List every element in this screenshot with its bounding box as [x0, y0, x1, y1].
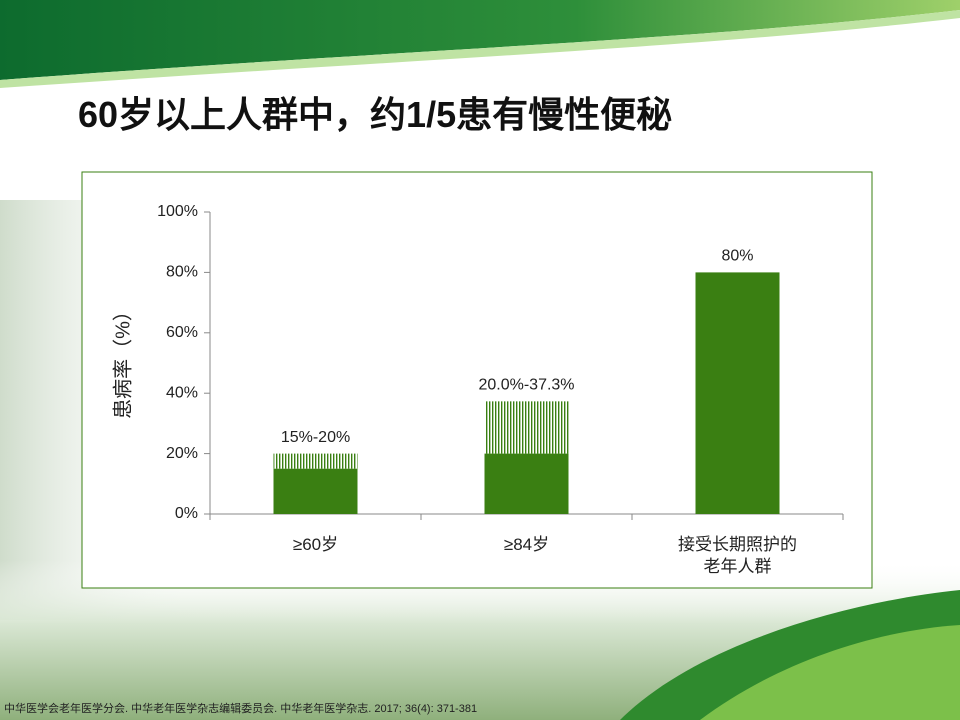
- slide-title: 60岁以上人群中，约1/5患有慢性便秘: [78, 94, 673, 135]
- bar: [484, 453, 569, 514]
- range-segment: [484, 401, 569, 454]
- x-tick-label: ≥84岁: [503, 535, 550, 554]
- footnote: 中华医学会老年医学分会. 中华老年医学杂志编辑委员会. 中华老年医学杂志. 20…: [4, 703, 478, 715]
- bar: [273, 468, 358, 514]
- y-tick-label: 60%: [166, 324, 198, 341]
- y-tick-label: 0%: [175, 505, 198, 522]
- data-label: 80%: [721, 248, 753, 265]
- range-segment: [273, 453, 358, 469]
- data-label: 15%-20%: [281, 429, 350, 446]
- y-tick-label: 80%: [166, 264, 198, 281]
- x-tick-label: 接受长期照护的老年人群: [678, 535, 797, 576]
- bar: [695, 272, 780, 514]
- y-tick-label: 20%: [166, 445, 198, 462]
- y-tick-label: 100%: [157, 203, 198, 220]
- data-label: 20.0%-37.3%: [478, 377, 574, 394]
- x-tick-label: ≥60岁: [292, 535, 339, 554]
- y-tick-label: 40%: [166, 384, 198, 401]
- y-axis-label: 患病率（%）: [111, 301, 134, 419]
